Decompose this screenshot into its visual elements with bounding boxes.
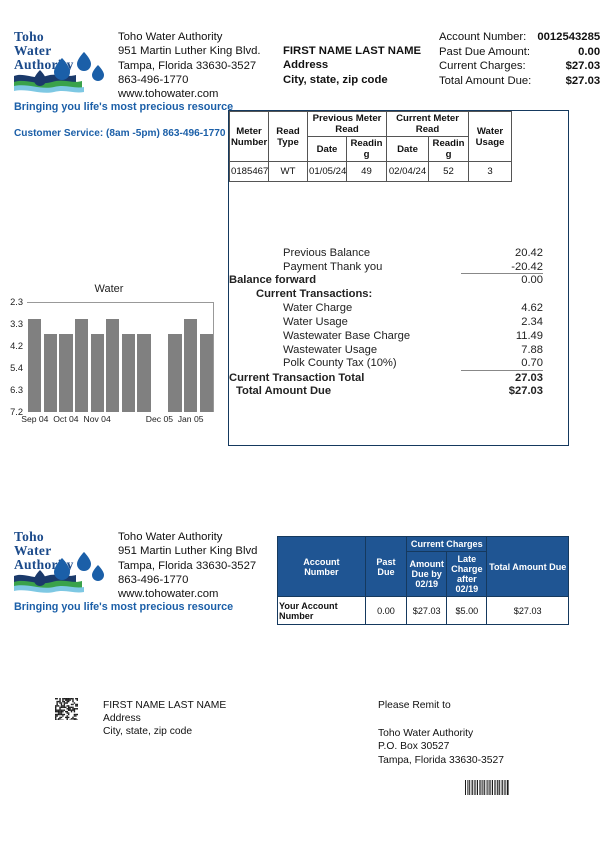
svg-text:Water: Water — [14, 543, 52, 558]
svg-text:Toho: Toho — [14, 29, 44, 44]
svg-text:Water: Water — [14, 43, 52, 58]
svg-text:Toho: Toho — [14, 529, 44, 544]
